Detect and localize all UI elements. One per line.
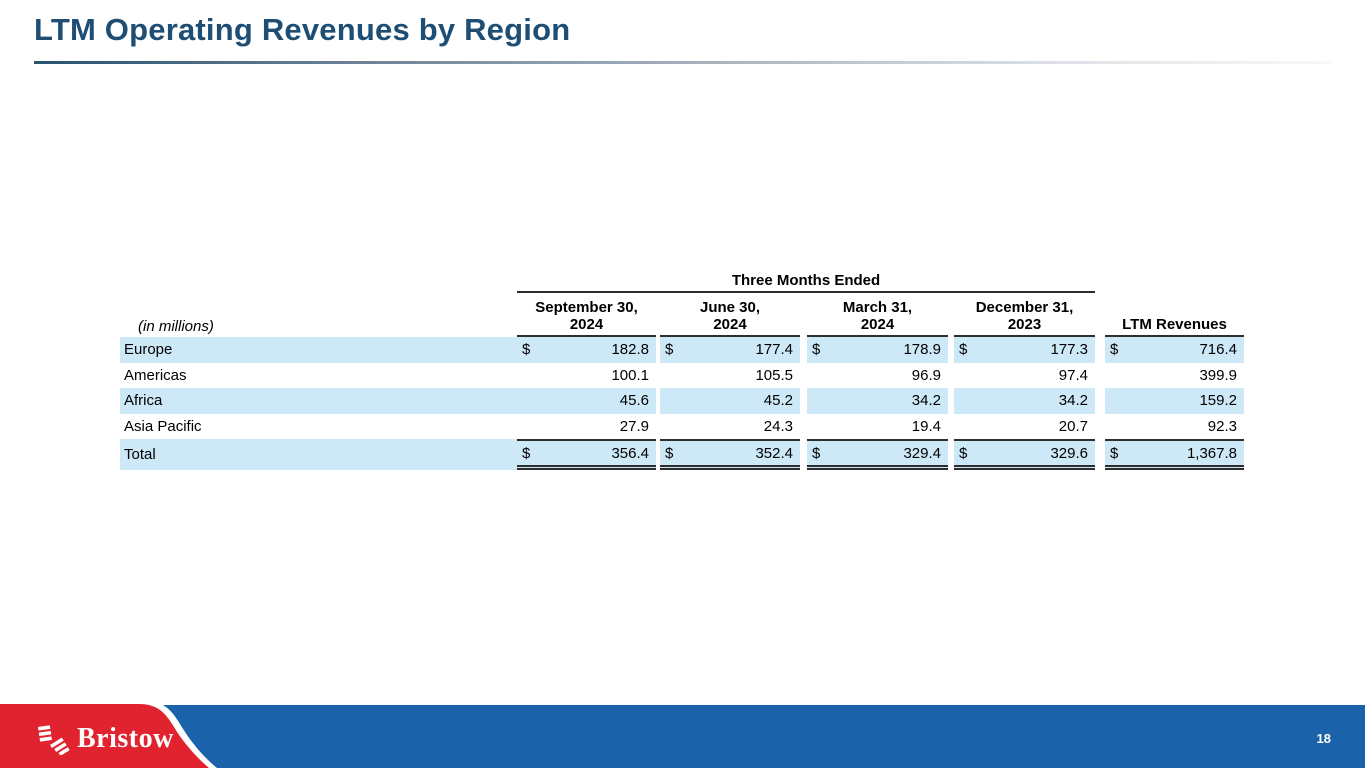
- bristow-logo: Bristow: [36, 723, 174, 755]
- bristow-logo-text: Bristow: [77, 723, 174, 754]
- cell-mar: $329.4: [807, 439, 948, 470]
- column-header-mar-2024: March 31, 2024: [807, 293, 948, 337]
- table-row-total: Total $356.4 $352.4 $329.4 $329.6 $1,367…: [120, 439, 1244, 470]
- cell-ltm: 159.2: [1105, 388, 1244, 414]
- dollar-sign: $: [812, 444, 821, 462]
- cell-dec: 34.2: [954, 388, 1095, 414]
- table-row-africa: Africa 45.6 45.2 34.2 34.2 159.2: [120, 388, 1244, 414]
- dollar-sign: $: [959, 444, 968, 462]
- table-group-header-row: Three Months Ended: [120, 266, 1244, 293]
- title-divider: [34, 61, 1331, 64]
- page-number: 18: [1316, 731, 1331, 746]
- cell-ltm: $1,367.8: [1105, 439, 1244, 470]
- column-header-sep-2024: September 30, 2024: [517, 293, 656, 337]
- row-label: Africa: [120, 388, 517, 414]
- footer-bar: [0, 705, 1365, 768]
- column-gap: [1095, 362, 1105, 388]
- dollar-sign: $: [665, 444, 674, 462]
- cell-ltm: 399.9: [1199, 366, 1237, 384]
- column-gap: [1095, 337, 1105, 363]
- group-header-three-months-ended: Three Months Ended: [517, 266, 1095, 293]
- column-gap: [656, 388, 660, 414]
- cell-ltm: $716.4: [1105, 337, 1244, 363]
- cell-mar: $178.9: [807, 337, 948, 363]
- cell-mar: 34.2: [807, 388, 948, 414]
- dollar-sign: $: [1110, 341, 1119, 359]
- row-label: Americas: [124, 366, 187, 384]
- column-header-ltm-revenues: LTM Revenues: [1105, 293, 1244, 337]
- row-label: Total: [120, 439, 517, 470]
- page-title: LTM Operating Revenues by Region: [34, 12, 571, 47]
- cell-dec: 20.7: [1058, 417, 1088, 435]
- column-gap: [656, 337, 660, 363]
- column-gap: [948, 337, 954, 363]
- column-gap: [656, 413, 660, 439]
- cell-dec: $177.3: [954, 337, 1095, 363]
- table-row-europe: Europe $182.8 $177.4 $178.9 $177.3 $716.…: [120, 337, 1244, 363]
- cell-jun: $177.4: [660, 337, 800, 363]
- row-label: Europe: [120, 337, 517, 363]
- cell-sep: 100.1: [611, 366, 649, 384]
- bristow-rotor-icon: [38, 725, 70, 755]
- column-gap: [1095, 439, 1105, 470]
- unit-note: (in millions): [138, 318, 214, 335]
- cell-mar: 19.4: [911, 417, 941, 435]
- dollar-sign: $: [812, 341, 821, 359]
- column-gap: [948, 439, 954, 470]
- revenues-table: Three Months Ended (in millions) Septemb…: [120, 266, 1244, 470]
- dollar-sign: $: [959, 341, 968, 359]
- column-gap: [656, 362, 660, 388]
- footer-logo-shape: [0, 702, 217, 768]
- column-gap: [1095, 413, 1105, 439]
- dollar-sign: $: [522, 341, 531, 359]
- table-row-americas: Americas 100.1 105.5 96.9 97.4 399.9: [120, 362, 1244, 388]
- cell-mar: 96.9: [911, 366, 941, 384]
- cell-sep: $182.8: [517, 337, 656, 363]
- column-header-jun-2024: June 30, 2024: [660, 293, 800, 337]
- cell-dec: 97.4: [1058, 366, 1088, 384]
- column-header-dec-2023: December 31, 2023: [954, 293, 1095, 337]
- cell-ltm: 92.3: [1207, 417, 1237, 435]
- table-row-asia-pacific: Asia Pacific 27.9 24.3 19.4 20.7 92.3: [120, 413, 1244, 439]
- column-gap: [800, 388, 807, 414]
- cell-jun: $352.4: [660, 439, 800, 470]
- column-gap: [800, 413, 807, 439]
- cell-jun: 105.5: [755, 366, 793, 384]
- table-column-header-row: (in millions) September 30, 2024 June 30…: [120, 293, 1244, 337]
- column-gap: [1095, 388, 1105, 414]
- dollar-sign: $: [522, 444, 531, 462]
- column-gap: [948, 388, 954, 414]
- column-gap: [656, 439, 660, 470]
- column-gap: [948, 362, 954, 388]
- cell-sep: $356.4: [517, 439, 656, 470]
- cell-sep: 27.9: [619, 417, 649, 435]
- column-gap: [800, 362, 807, 388]
- column-gap: [800, 439, 807, 470]
- column-gap: [948, 413, 954, 439]
- cell-dec: $329.6: [954, 439, 1095, 470]
- dollar-sign: $: [665, 341, 674, 359]
- cell-jun: 45.2: [660, 388, 800, 414]
- dollar-sign: $: [1110, 444, 1119, 462]
- cell-sep: 45.6: [517, 388, 656, 414]
- cell-jun: 24.3: [763, 417, 793, 435]
- column-gap: [800, 337, 807, 363]
- row-label: Asia Pacific: [124, 417, 202, 435]
